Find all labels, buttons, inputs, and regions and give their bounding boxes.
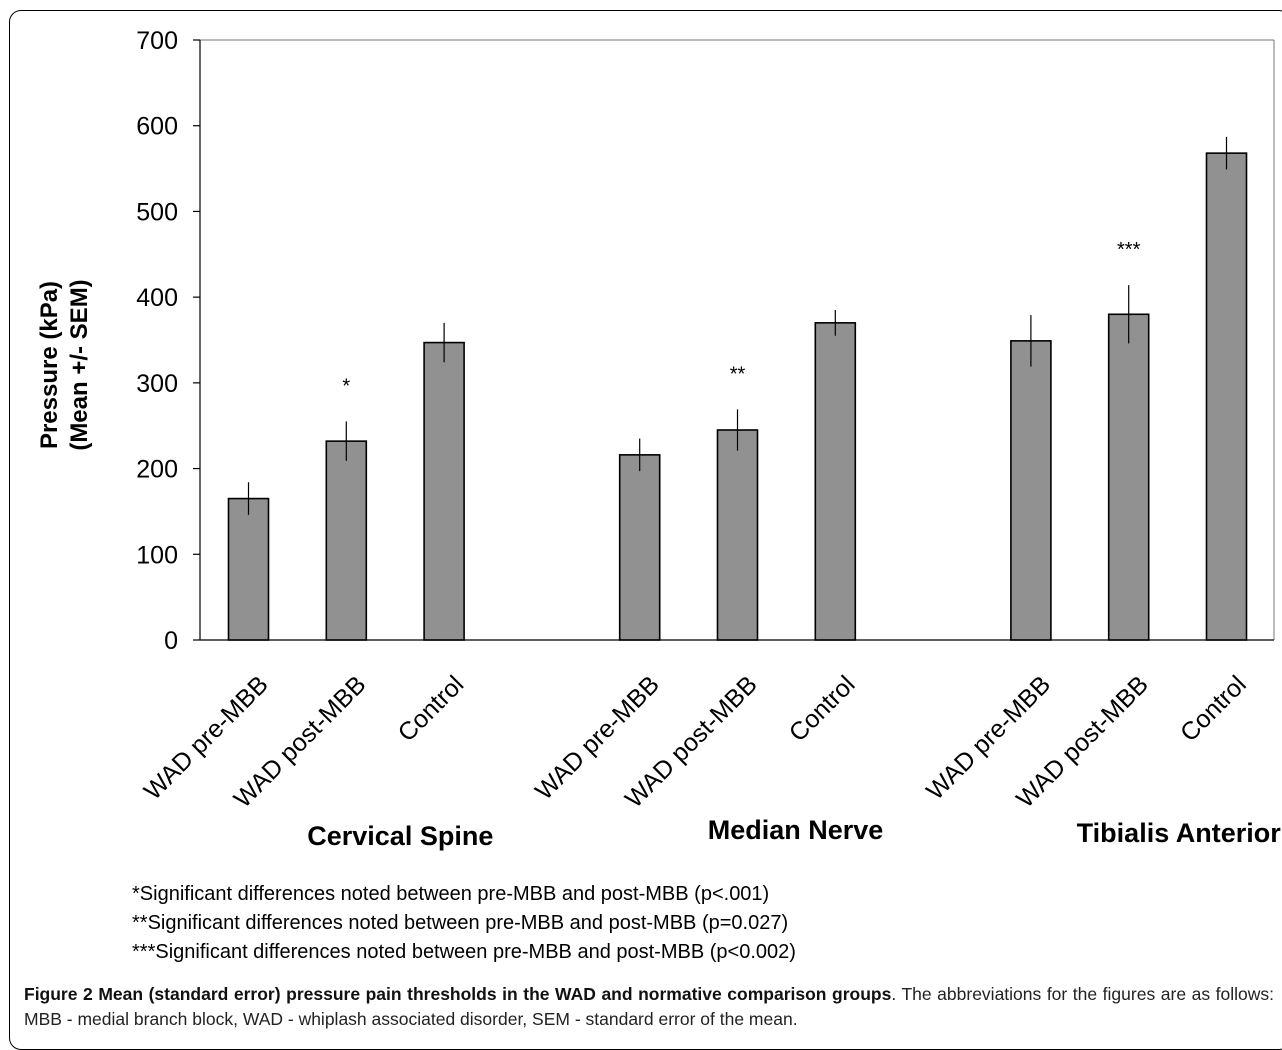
y-tick-label: 500 [136, 198, 178, 226]
y-tick-label: 700 [136, 27, 178, 55]
significance-mark: *** [1117, 239, 1141, 261]
bar [325, 440, 368, 641]
bar [1205, 152, 1248, 641]
y-tick-label: 300 [136, 370, 178, 398]
caption-title: Figure 2 Mean (standard error) pressure … [24, 984, 892, 1004]
y-tick-label: 0 [164, 627, 178, 655]
group-label: Cervical Spine [307, 821, 493, 851]
y-tick-label: 400 [136, 284, 178, 312]
y-tick-label: 100 [136, 541, 178, 569]
significance-mark: * [342, 375, 350, 397]
bar [814, 322, 857, 641]
category-label: Control [1175, 670, 1252, 747]
y-tick-label: 200 [136, 456, 178, 484]
footnote-1: *Significant differences noted between p… [132, 883, 770, 905]
bar [423, 341, 465, 641]
figure-caption: Figure 2 Mean (standard error) pressure … [24, 982, 1274, 1032]
bar [618, 454, 661, 641]
bar [227, 497, 270, 641]
caption-text: . The abbreviations for the figures are … [24, 984, 1274, 1029]
bar-chart: 0 100 200 300 400 500 600 700 Pressure (kPa) (Mea… [36, 27, 1282, 851]
footnotes: *Significant differences noted between p… [132, 880, 796, 967]
footnote-3: ***Significant differences noted between… [132, 941, 796, 963]
category-label: Control [393, 670, 470, 747]
bar [1107, 313, 1150, 641]
significance-mark: ** [730, 363, 746, 385]
group-label: Median Nerve [708, 815, 884, 845]
bar [1010, 340, 1052, 641]
bar [716, 429, 759, 641]
footnote-2: **Significant differences noted between … [132, 912, 789, 934]
y-axis-label: Pressure (kPa) [36, 281, 63, 449]
y-axis-label: (Mean +/- SEM) [66, 279, 93, 450]
y-tick-label: 600 [136, 113, 178, 141]
group-label: Tibialis Anterior [1077, 818, 1282, 848]
category-label: Control [784, 670, 861, 747]
